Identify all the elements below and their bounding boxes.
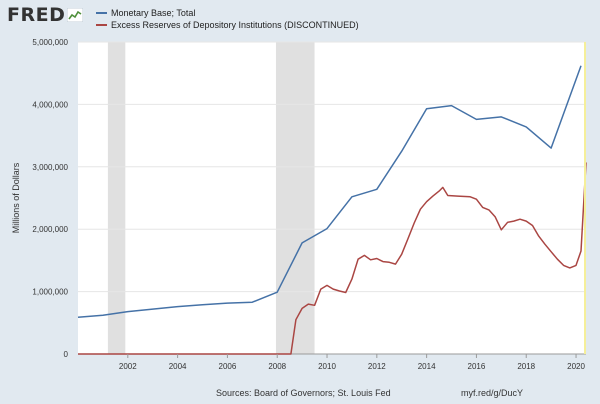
- x-tick-label: 2020: [567, 362, 585, 371]
- y-tick-label: 1,000,000: [32, 288, 68, 297]
- y-tick-label: 2,000,000: [32, 225, 68, 234]
- fred-logo[interactable]: FRED: [7, 4, 84, 26]
- fred-logo-text: FRED: [7, 4, 66, 26]
- x-tick-label: 2016: [468, 362, 486, 371]
- x-tick-label: 2012: [368, 362, 386, 371]
- x-tick-label: 2004: [169, 362, 187, 371]
- x-axis-ticks: 2002 2004 2006 2008 2010 2012 2014 2016 2018 2020: [119, 354, 585, 371]
- x-tick-label: 2014: [418, 362, 436, 371]
- chart-line-icon: [67, 8, 84, 22]
- legend-swatch-red: [96, 24, 107, 26]
- y-tick-label: 5,000,000: [32, 38, 68, 47]
- series-line-monetary-base[interactable]: [77, 65, 582, 318]
- chart-legend: Monetary Base; Total Excess Reserves of …: [96, 7, 359, 31]
- footer-sources: Sources: Board of Governors; St. Louis F…: [216, 388, 391, 398]
- gridlines: [78, 41, 586, 355]
- x-tick-label: 2002: [119, 362, 137, 371]
- legend-label-monetary-base: Monetary Base; Total: [111, 8, 196, 18]
- legend-label-excess-reserves: Excess Reserves of Depository Institutio…: [111, 20, 359, 30]
- x-tick-label: 2018: [517, 362, 535, 371]
- y-axis-label: Millions of Dollars: [11, 162, 21, 233]
- x-tick-label: 2006: [219, 362, 237, 371]
- legend-swatch-blue: [96, 12, 107, 14]
- x-tick-label: 2008: [268, 362, 286, 371]
- y-tick-label: 0: [64, 350, 69, 359]
- x-tick-label: 2010: [318, 362, 336, 371]
- series-line-excess-reserves[interactable]: [78, 162, 587, 355]
- plot-area: [78, 42, 586, 354]
- y-tick-label: 4,000,000: [32, 100, 68, 109]
- y-axis-ticks: 0 1,000,000 2,000,000 3,000,000 4,000,000 5,0…: [32, 38, 68, 359]
- legend-item-monetary-base[interactable]: Monetary Base; Total: [96, 7, 359, 19]
- y-tick-label: 3,000,000: [32, 163, 68, 172]
- footer-short-url[interactable]: myf.red/g/DucY: [461, 388, 524, 398]
- recession-bands: [107, 42, 315, 354]
- legend-item-excess-reserves[interactable]: Excess Reserves of Depository Institutio…: [96, 19, 359, 31]
- series-lines: [77, 65, 587, 355]
- recession-band-2: [275, 42, 315, 354]
- recession-band-1: [107, 42, 126, 354]
